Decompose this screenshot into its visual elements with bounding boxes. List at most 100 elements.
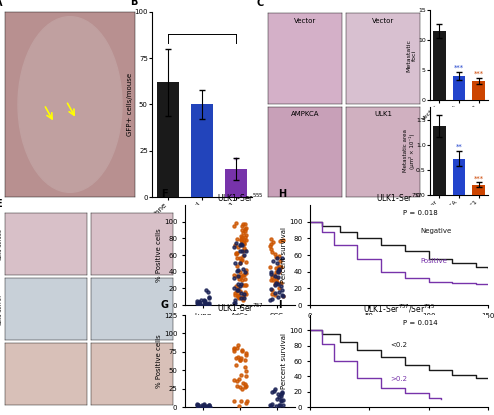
Point — [239, 294, 247, 300]
Point — [266, 402, 274, 409]
Point — [240, 272, 248, 278]
Title: ULK1-Ser$^{757}$: ULK1-Ser$^{757}$ — [375, 192, 422, 204]
Point — [271, 273, 279, 280]
Point — [194, 301, 202, 308]
Point — [238, 227, 246, 233]
Point — [270, 272, 278, 279]
Point — [242, 258, 250, 265]
Point — [242, 382, 250, 389]
Point — [203, 403, 211, 410]
Point — [233, 268, 241, 274]
Point — [234, 342, 242, 348]
Text: >0.2: >0.2 — [390, 376, 407, 382]
Point — [270, 387, 278, 394]
Point — [273, 395, 281, 402]
Point — [238, 237, 246, 244]
Point — [268, 389, 276, 395]
Bar — [472, 185, 486, 195]
Point — [279, 388, 287, 395]
Point — [231, 292, 239, 298]
Point — [206, 401, 213, 408]
Point — [241, 269, 249, 276]
Point — [205, 299, 212, 306]
Point — [237, 289, 245, 296]
Bar — [157, 82, 179, 197]
Point — [204, 289, 211, 296]
Point — [234, 267, 242, 273]
Point — [268, 273, 276, 280]
Y-axis label: ULK1-Ser555: ULK1-Ser555 — [0, 228, 2, 260]
Point — [237, 256, 245, 263]
Text: B: B — [130, 0, 137, 7]
Point — [279, 397, 287, 403]
Point — [233, 254, 241, 261]
Point — [274, 391, 282, 398]
Point — [200, 401, 208, 408]
Point — [238, 348, 246, 354]
Y-axis label: Metastatic area
(μm² × 10⁻¹): Metastatic area (μm² × 10⁻¹) — [403, 129, 414, 173]
Point — [268, 401, 276, 408]
Point — [267, 271, 275, 277]
Point — [201, 301, 209, 308]
Point — [276, 402, 284, 409]
Point — [230, 223, 238, 230]
Text: E: E — [0, 199, 2, 209]
Title: ULK1-Ser$^{757}$/Ser$^{755}$: ULK1-Ser$^{757}$/Ser$^{755}$ — [363, 302, 435, 315]
Point — [267, 240, 275, 247]
Point — [241, 381, 249, 387]
Point — [267, 236, 275, 242]
Point — [242, 267, 249, 273]
Point — [230, 345, 238, 352]
Text: <0.2: <0.2 — [390, 342, 407, 348]
Point — [199, 402, 207, 409]
Point — [203, 301, 211, 308]
Point — [239, 266, 247, 272]
Point — [233, 378, 241, 385]
Point — [272, 269, 280, 275]
Point — [230, 344, 238, 351]
Point — [238, 386, 246, 392]
Point — [237, 235, 245, 242]
Text: A: A — [0, 0, 2, 8]
Point — [239, 282, 247, 288]
Bar — [225, 169, 247, 197]
Point — [236, 356, 244, 363]
Point — [268, 249, 276, 256]
Point — [203, 403, 210, 410]
Point — [236, 269, 244, 276]
Point — [233, 286, 241, 293]
Point — [236, 242, 244, 249]
Point — [242, 282, 249, 289]
Point — [237, 241, 245, 248]
Point — [234, 281, 242, 287]
Point — [275, 269, 283, 275]
Point — [239, 253, 247, 260]
Point — [237, 354, 245, 361]
Point — [193, 298, 201, 304]
Point — [232, 361, 240, 368]
Point — [273, 259, 281, 266]
Point — [237, 248, 245, 255]
Point — [236, 288, 244, 295]
Point — [240, 251, 248, 258]
Point — [242, 352, 250, 359]
Point — [240, 241, 248, 248]
Point — [267, 277, 275, 284]
Point — [233, 344, 241, 351]
Title: ULK1-Ser$^{757}$: ULK1-Ser$^{757}$ — [217, 302, 263, 314]
Point — [237, 356, 245, 363]
Point — [238, 242, 246, 249]
Point — [230, 274, 238, 281]
Point — [272, 254, 280, 261]
Point — [234, 284, 242, 290]
Point — [273, 254, 281, 261]
Text: P = 0.018: P = 0.018 — [403, 210, 437, 216]
Y-axis label: Percent survival: Percent survival — [282, 227, 288, 283]
Text: ULK1: ULK1 — [374, 111, 392, 117]
Point — [271, 386, 279, 392]
Point — [234, 243, 242, 250]
Point — [235, 286, 243, 293]
Bar — [433, 31, 446, 100]
Point — [274, 274, 282, 281]
Point — [200, 296, 208, 303]
